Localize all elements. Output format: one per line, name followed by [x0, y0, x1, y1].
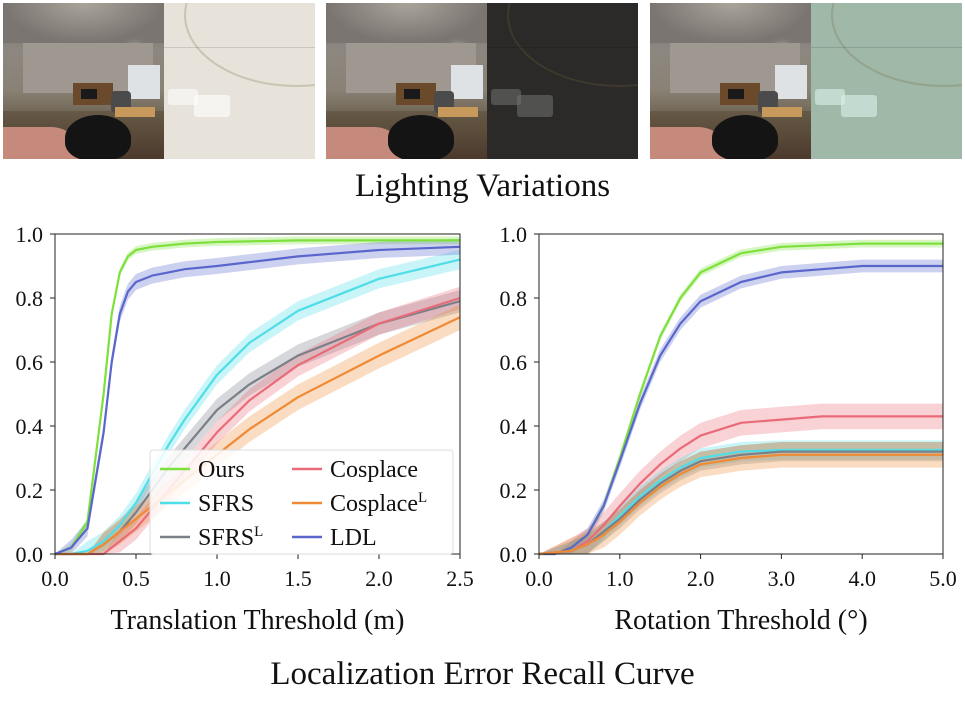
panorama-original-3: [650, 3, 811, 159]
rotation-recall-chart: 0.0 1.0 2.0 3.0 4.0 5.0 0.0 0.2 0.4 0.6 0.8 1.0 Rota…: [500, 222, 957, 636]
rotation-y-tick-label: 0.0: [500, 542, 528, 567]
rotation-y-tick-label: 0.6: [500, 350, 528, 375]
translation-x-tick-label: 0.5: [122, 566, 150, 591]
translation-x-tick-label: 1.0: [203, 566, 231, 591]
translation-y-tick-label: 0.6: [16, 350, 44, 375]
legend-label-cosplace: Cosplace: [330, 457, 418, 483]
translation-y-tick-label: 0.2: [16, 478, 44, 503]
panorama-relit-1: [164, 3, 315, 159]
legend-label-cosplace-l: CosplaceL: [330, 490, 427, 517]
panorama-original-1: [3, 3, 164, 159]
rotation-plot-frame: [538, 233, 944, 555]
panorama-panel-3: [650, 3, 962, 159]
translation-line-ldl: [54, 245, 461, 556]
rotation-band-cosplace: [539, 403, 943, 554]
panorama-relit-3: [811, 3, 962, 159]
legend-label-ours: Ours: [198, 457, 245, 483]
panorama-panel-2: [326, 3, 638, 159]
rotation-x-tick-label: 1.0: [606, 566, 634, 591]
translation-y-tick-label: 0.4: [16, 414, 44, 439]
rotation-y-tick-label: 1.0: [500, 222, 528, 247]
translation-y-tick-label: 0.8: [16, 286, 44, 311]
legend-label-ldl: LDL: [330, 525, 377, 551]
rotation-line-cosplace-l: [538, 453, 943, 556]
rotation-x-tick-label: 4.0: [848, 566, 876, 591]
rotation-x-tick-label: 0.0: [525, 566, 553, 591]
rotation-band-sfrs-l: [539, 442, 943, 554]
panorama-original-2: [326, 3, 487, 159]
rotation-band-cosplace-l: [539, 442, 943, 554]
rotation-y-tick-label: 0.2: [500, 478, 528, 503]
translation-x-tick-label: 2.5: [446, 566, 474, 591]
rotation-x-tick-label: 2.0: [687, 566, 715, 591]
rotation-line-ldl: [539, 264, 943, 556]
translation-recall-chart: 0.0 0.5 1.0 1.5 2.0 2.5 0.0 0.2 0.4 0.6 0.8 1.0 Tran…: [16, 222, 474, 636]
rotation-y-tick-label: 0.4: [500, 414, 528, 439]
rotation-y-tick-label: 0.8: [500, 286, 528, 311]
bottom-caption: Localization Error Recall Curve: [270, 656, 695, 692]
translation-x-tick-label: 2.0: [365, 566, 393, 591]
rotation-x-axis-label: Rotation Threshold (°): [614, 605, 867, 636]
panorama-relit-2: [487, 3, 638, 159]
translation-y-tick-label: 0.0: [16, 542, 44, 567]
legend: Ours Cosplace SFRS CosplaceL SFRSL LDL: [149, 449, 454, 555]
legend-label-sfrs-l: SFRSL: [198, 524, 263, 551]
panorama-panel-1: [3, 3, 315, 159]
rotation-x-tick-label: 3.0: [768, 566, 796, 591]
legend-label-sfrs: SFRS: [198, 491, 254, 517]
translation-line-ours: [54, 239, 460, 556]
translation-x-tick-label: 1.5: [284, 566, 312, 591]
rotation-x-tick-label: 5.0: [929, 566, 957, 591]
translation-x-tick-label: 0.0: [41, 566, 69, 591]
translation-y-tick-label: 1.0: [16, 222, 44, 247]
translation-x-axis-label: Translation Threshold (m): [111, 605, 405, 636]
rotation-line-cosplace: [538, 415, 943, 556]
top-caption: Lighting Variations: [354, 168, 611, 204]
